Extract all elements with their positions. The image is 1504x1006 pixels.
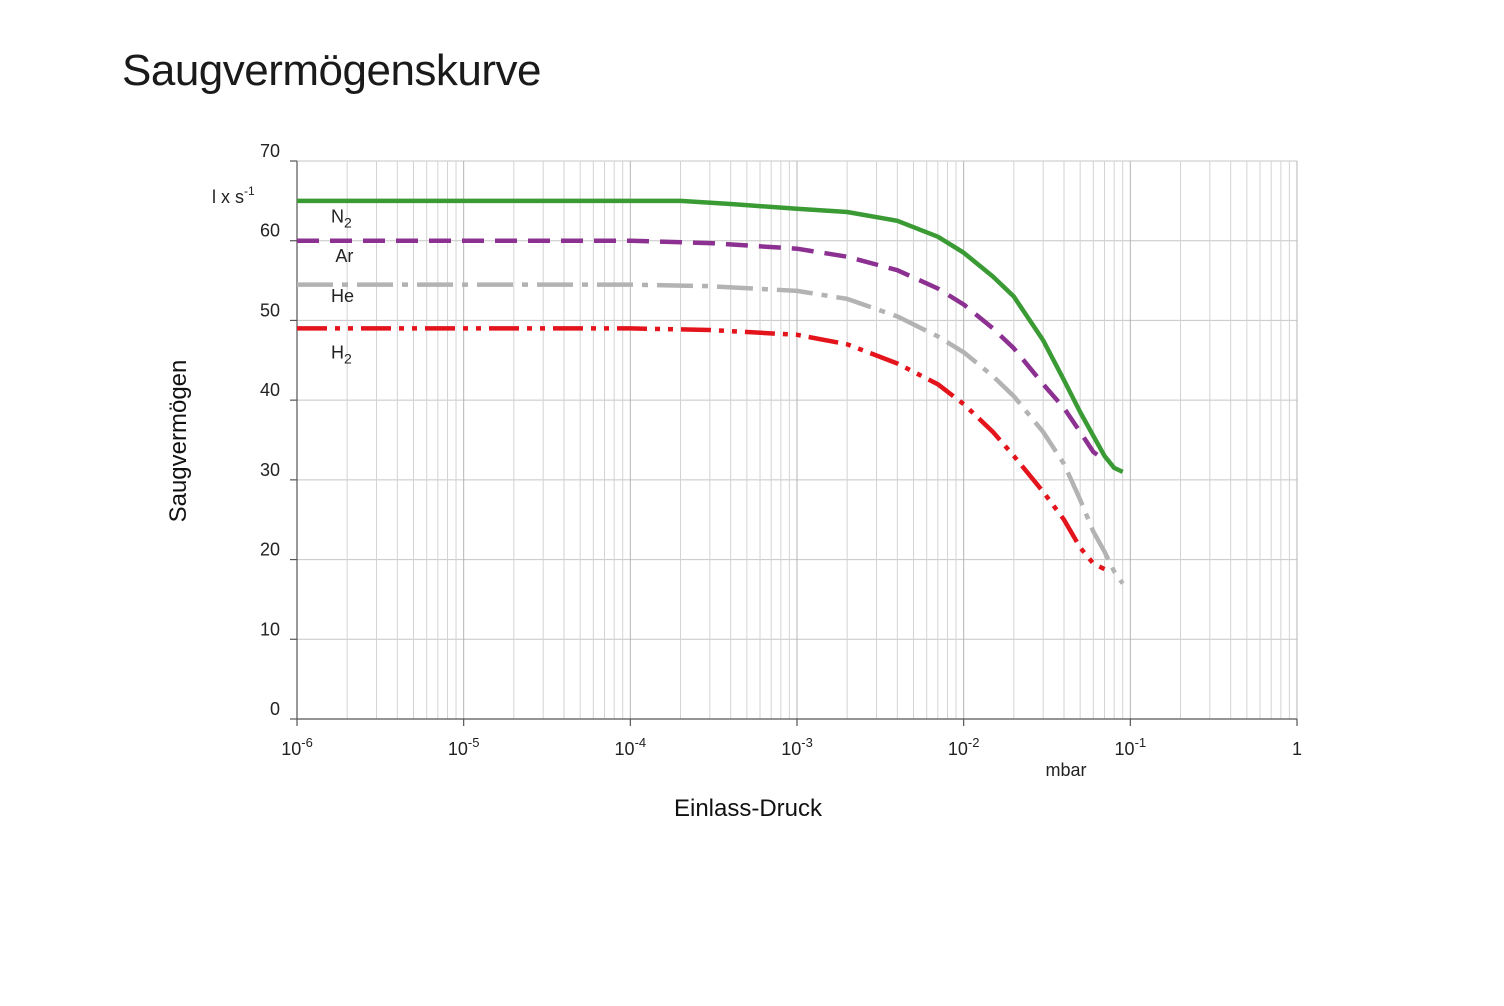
y-unit-text: l x s: [212, 187, 244, 207]
x-tick-label: 10-6: [281, 735, 313, 759]
series-label-h2: H2: [331, 343, 352, 367]
y-tick-label: 50: [260, 300, 280, 320]
y-tick-label: 60: [260, 221, 280, 241]
y-tick-label: 40: [260, 380, 280, 400]
y-axis-title: Saugvermögen: [165, 360, 192, 523]
series-line-h2: [297, 326, 1106, 572]
plot-frame: [290, 160, 1298, 726]
tick-labels: 0 10 20 30 40 50 60 70 10-6 10-5 10-4 10-3 10-2 10-1 1: [260, 141, 1302, 759]
x-tick-label: 1: [1292, 739, 1302, 759]
x-tick-label: 10-2: [948, 735, 980, 759]
x-unit-label: mbar: [1045, 760, 1086, 780]
x-tick-label: 10-5: [448, 735, 480, 759]
series-line-n2: [297, 198, 1124, 474]
x-axis-title: Einlass-Druck: [674, 795, 823, 822]
series-label-ar: Ar: [335, 246, 353, 266]
series-line-he: [297, 282, 1125, 585]
series-line-ar: [297, 238, 1106, 462]
y-tick-label: 10: [260, 619, 280, 639]
page-title: Saugvermögenskurve: [122, 46, 542, 95]
x-tick-label: 10-3: [781, 735, 813, 759]
x-tick-label: 10-1: [1115, 735, 1147, 759]
series-lines: [297, 198, 1125, 585]
y-tick-label: 30: [260, 460, 280, 480]
series-label-he: He: [331, 286, 354, 306]
series-labels: N2 Ar He H2: [331, 206, 354, 366]
y-unit-exponent: -1: [244, 184, 255, 198]
y-tick-label: 0: [270, 699, 280, 719]
series-label-n2: N2: [331, 206, 352, 230]
grid: [296, 160, 1298, 720]
x-tick-label: 10-4: [615, 735, 647, 759]
y-tick-label: 20: [260, 540, 280, 560]
y-tick-label: 70: [260, 141, 280, 161]
y-unit-label: l x s-1: [212, 184, 255, 207]
